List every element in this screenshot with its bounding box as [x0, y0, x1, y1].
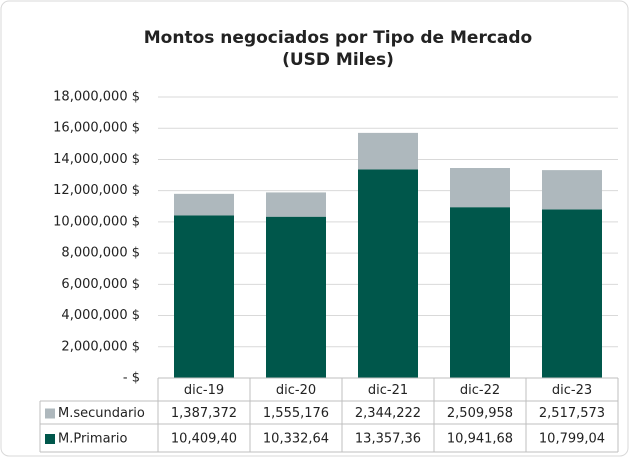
table-value: 2,509,958 [447, 406, 513, 421]
bar-segment [542, 209, 602, 378]
table-value: 10,799,04 [539, 432, 605, 447]
bar-segment [450, 207, 510, 378]
y-tick-label: 6,000,000 $ [61, 277, 140, 292]
y-tick-label: 18,000,000 $ [53, 90, 140, 105]
chart-subtitle: (USD Miles) [282, 50, 394, 70]
y-tick-label: 10,000,000 $ [53, 214, 140, 229]
y-tick-label: 16,000,000 $ [53, 121, 140, 136]
y-tick-label: 8,000,000 $ [61, 246, 140, 261]
legend-swatch [45, 408, 55, 419]
bar-segment [174, 215, 234, 378]
table-value: 13,357,36 [355, 432, 421, 447]
x-tick-label: dic-23 [552, 383, 592, 398]
x-tick-label: dic-21 [368, 383, 408, 398]
table-value: 10,409,40 [171, 432, 237, 447]
bar-segment [266, 192, 326, 217]
legend-label: M.Primario [58, 432, 128, 447]
table-value: 2,344,222 [355, 406, 421, 421]
legend-swatch [45, 434, 55, 444]
x-tick-label: dic-22 [460, 383, 500, 398]
bar-segment [450, 168, 510, 208]
y-tick-label: 4,000,000 $ [61, 308, 140, 323]
table-value: 1,387,372 [171, 406, 237, 421]
y-tick-label: - $ [123, 371, 140, 386]
table-value: 2,517,573 [539, 406, 605, 421]
table-value: 10,941,68 [447, 432, 513, 447]
bar-segment [542, 170, 602, 210]
table-value: 10,332,64 [263, 432, 329, 447]
bar-segment [174, 193, 234, 216]
bar-segment [266, 216, 326, 378]
bar-segment [358, 132, 418, 170]
x-tick-label: dic-20 [276, 383, 316, 398]
bar-segment [358, 169, 418, 378]
legend-label: M.secundario [58, 406, 145, 421]
x-tick-label: dic-19 [184, 383, 224, 398]
chart-title: Montos negociados por Tipo de Mercado [144, 28, 532, 48]
y-tick-label: 12,000,000 $ [53, 183, 140, 198]
table-value: 1,555,176 [263, 406, 329, 421]
y-tick-label: 14,000,000 $ [53, 152, 140, 167]
y-tick-label: 2,000,000 $ [61, 339, 140, 354]
